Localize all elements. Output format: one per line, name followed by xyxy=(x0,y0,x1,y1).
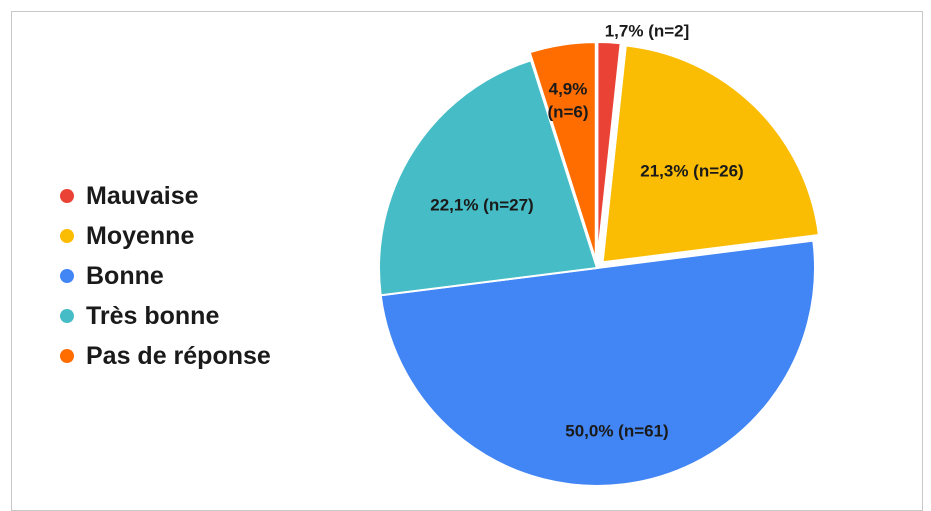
legend-marker-pas-de-reponse xyxy=(60,349,74,363)
legend-marker-bonne xyxy=(60,269,74,283)
legend-label-pas-de-reponse: Pas de réponse xyxy=(86,341,271,370)
legend-marker-mauvaise xyxy=(60,189,74,203)
pie-slice-tres-bonne xyxy=(378,58,599,297)
legend-item-bonne: Bonne xyxy=(60,256,271,296)
pie-slice-moyenne xyxy=(601,44,821,264)
legend-marker-tres-bonne xyxy=(60,309,74,323)
data-label-bonne: 50,0% (n=61) xyxy=(565,421,668,440)
data-label-pas-de-reponse-count: (n=6) xyxy=(547,102,588,121)
pie-slice-mauvaise xyxy=(596,41,622,261)
legend-label-bonne: Bonne xyxy=(86,261,164,290)
legend-label-tres-bonne: Très bonne xyxy=(86,301,220,330)
data-label-moyenne: 21,3% (n=26) xyxy=(640,161,743,180)
pie-slice-bonne xyxy=(379,239,816,487)
data-label-mauvaise: 1,7% (n=2] xyxy=(605,21,690,40)
data-label-pas-de-reponse-percent: 4,9% xyxy=(549,79,588,98)
legend-item-tres-bonne: Très bonne xyxy=(60,296,271,336)
legend-label-mauvaise: Mauvaise xyxy=(86,181,199,210)
legend-item-moyenne: Moyenne xyxy=(60,216,271,256)
legend-item-pas-de-reponse: Pas de réponse xyxy=(60,336,271,376)
legend-item-mauvaise: Mauvaise xyxy=(60,176,271,216)
data-label-tres-bonne: 22,1% (n=27) xyxy=(430,195,533,214)
legend: Mauvaise Moyenne Bonne Très bonne Pas de… xyxy=(60,176,271,376)
legend-label-moyenne: Moyenne xyxy=(86,221,195,250)
pie-slice-pas-de-reponse xyxy=(528,41,597,261)
legend-marker-moyenne xyxy=(60,229,74,243)
